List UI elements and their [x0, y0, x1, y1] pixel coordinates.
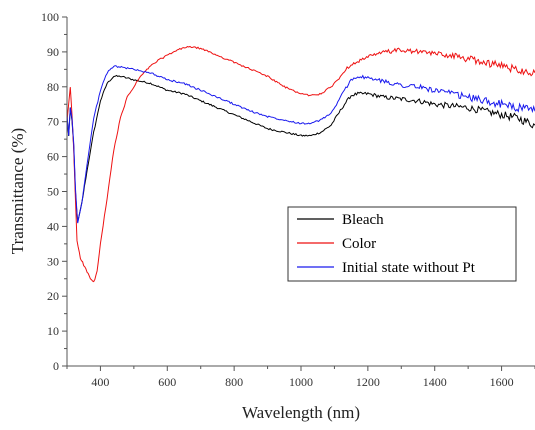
y-tick-label: 80 — [47, 80, 59, 94]
x-tick-label: 1200 — [356, 375, 380, 389]
x-tick-label: 1000 — [289, 375, 313, 389]
x-axis-label: Wavelength (nm) — [242, 403, 360, 422]
series-line-bleach — [66, 74, 535, 223]
y-tick-label: 60 — [47, 150, 59, 164]
legend: Bleach Color Initial state without Pt — [287, 206, 517, 282]
y-tick-label: 30 — [47, 254, 59, 268]
axes: 0 10 20 30 40 50 60 70 80 90 100 400 600 800 1000 1200 1… — [41, 10, 535, 389]
x-tick-label: 600 — [158, 375, 176, 389]
y-tick-label: 10 — [47, 324, 59, 338]
x-tick-label: 800 — [225, 375, 243, 389]
series-line-initial-state-without-pt — [66, 65, 535, 224]
y-tick-label: 0 — [53, 359, 59, 373]
x-tick-label: 400 — [91, 375, 109, 389]
legend-label: Bleach — [342, 212, 384, 228]
y-axis-label: Transmittance (%) — [8, 128, 27, 254]
y-tick-label: 50 — [47, 185, 59, 199]
plot-area — [66, 45, 535, 283]
y-tick-label: 40 — [47, 219, 59, 233]
y-tick-label: 100 — [41, 10, 59, 24]
x-tick-label: 1600 — [490, 375, 514, 389]
x-tick-label: 1400 — [423, 375, 447, 389]
y-tick-label: 70 — [47, 115, 59, 129]
legend-label: Color — [342, 236, 376, 252]
legend-label: Initial state without Pt — [342, 260, 476, 276]
y-tick-label: 20 — [47, 289, 59, 303]
y-tick-label: 90 — [47, 45, 59, 59]
